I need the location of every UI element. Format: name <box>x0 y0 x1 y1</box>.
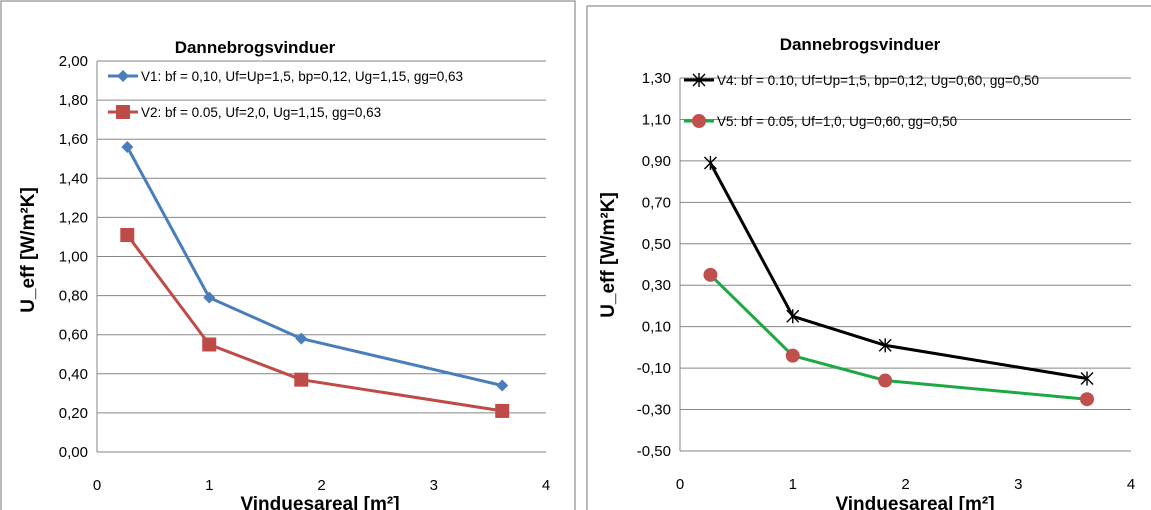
chart-1-y-tick-label: 1,80 <box>59 92 88 109</box>
chart-2-series-2-point <box>785 348 800 363</box>
chart-2-series-1-point <box>786 309 800 324</box>
chart-1-y-tick-label: 1,20 <box>59 209 88 226</box>
chart-1-x-tick-label: 4 <box>542 477 550 494</box>
chart-2-series-1-line <box>709 162 1088 380</box>
chart-2-series-2-line <box>709 273 1088 401</box>
chart-1-series-1-point <box>496 379 509 392</box>
chart-2-series-2-point <box>878 373 893 388</box>
chart-1-legend-1-label: V1: bf = 0,10, Uf=Up=1,5, bp=0,12, Ug=1,… <box>141 69 463 84</box>
chart-frame-right <box>586 5 1151 510</box>
chart-1-series-2-line <box>126 234 503 413</box>
chart-1-series-1-line <box>125 146 503 387</box>
chart-2-legend-2-marker <box>692 114 706 128</box>
chart-1-title: Dannebrogsvinduer <box>175 38 336 57</box>
chart-1-y-tick-label: 0,00 <box>59 444 88 461</box>
chart-2-y-tick-label: 0,70 <box>642 194 671 211</box>
chart-1-y-tick-label: 1,40 <box>59 170 88 187</box>
chart-1-series-2-point <box>202 337 217 352</box>
chart-1-y-tick-label: 0,20 <box>59 405 88 422</box>
chart-2-x-tick-label: 2 <box>901 476 909 493</box>
chart-2-series-2-point <box>1080 392 1095 407</box>
chart-2-series-1-point <box>1080 371 1094 386</box>
chart-2-y-tick-label: -0,50 <box>637 443 671 460</box>
chart-1-x-tick-label: 3 <box>430 477 438 494</box>
chart-1-legend-2-label: V2: bf = 0.05, Uf=2,0, Ug=1,15, gg=0,63 <box>141 105 381 120</box>
chart-2-series-2-point <box>703 267 718 282</box>
chart-1-series-1-point <box>203 291 216 304</box>
chart-1-series-2-point <box>495 403 510 418</box>
chart-1-y-axis-label: U_eff [W/m²K] <box>18 187 39 313</box>
chart-2-y-tick-label: 0,90 <box>642 153 671 170</box>
chart-1-series-2-point <box>120 227 135 242</box>
chart-1-x-tick-label: 1 <box>205 477 213 494</box>
chart-2-series-1-point <box>878 338 892 353</box>
chart-1-series-1-point <box>295 332 308 345</box>
chart-1-series-1-point <box>121 141 134 154</box>
chart-1-x-tick-label: 2 <box>317 477 325 494</box>
chart-2-series-1-point <box>703 155 717 170</box>
chart-2-y-tick-label: -0,10 <box>637 360 671 377</box>
chart-2-y-tick-label: -0,30 <box>637 402 671 419</box>
chart-1-y-tick-label: 0,40 <box>59 366 88 383</box>
chart-2-y-axis-label: U_eff [W/m²K] <box>598 192 619 318</box>
chart-1-y-tick-label: 2,00 <box>59 53 88 70</box>
chart-2-legend-1-label: V4: bf = 0.10, Uf=Up=1,5, bp=0,12, Ug=0,… <box>717 73 1039 88</box>
chart-1-plot: 0,00 0,20 0,40 0,60 0,80 1,00 1,20 1,40 1,60 1,80… <box>59 53 550 494</box>
chart-1-series-2-point <box>294 372 309 387</box>
chart-2-x-tick-label: 0 <box>676 476 684 493</box>
chart-2-x-tick-label: 1 <box>789 476 797 493</box>
chart-1-legend-1-marker <box>117 70 129 82</box>
chart-2-plot: -0,50 -0,30 -0,10 0,10 0,30 0,50 0,70 0,90 1,10 1… <box>637 70 1135 493</box>
chart-2-y-tick-label: 0,30 <box>642 277 671 294</box>
chart-1-y-tick-label: 1,00 <box>59 249 88 266</box>
chart-2-x-axis-label: Vinduesareal [m²] <box>835 494 994 510</box>
chart-1-x-axis-label: Vinduesareal [m²] <box>240 494 399 510</box>
chart-1-y-tick-label: 0,80 <box>59 288 88 305</box>
chart-1-y-tick-label: 0,60 <box>59 327 88 344</box>
chart-2-legend-2-label: V5: bf = 0.05, Uf=1,0, Ug=0,60, gg=0,50 <box>717 114 957 129</box>
chart-2-y-tick-label: 0,50 <box>642 236 671 253</box>
chart-2-y-tick-label: 1,10 <box>642 111 671 128</box>
chart-1-x-tick-label: 0 <box>93 477 101 494</box>
chart-2-y-tick-label: 0,10 <box>642 319 671 336</box>
chart-2-legend-1-marker <box>692 73 706 87</box>
chart-2-x-tick-label: 4 <box>1127 476 1135 493</box>
chart-2-x-tick-label: 3 <box>1014 476 1022 493</box>
chart-frame-left <box>0 0 576 510</box>
chart-2-title: Dannebrogsvinduer <box>780 35 941 54</box>
chart-2-y-tick-label: 1,30 <box>642 70 671 87</box>
chart-1-y-tick-label: 1,60 <box>59 131 88 148</box>
chart-1-legend-2-marker <box>116 105 130 119</box>
